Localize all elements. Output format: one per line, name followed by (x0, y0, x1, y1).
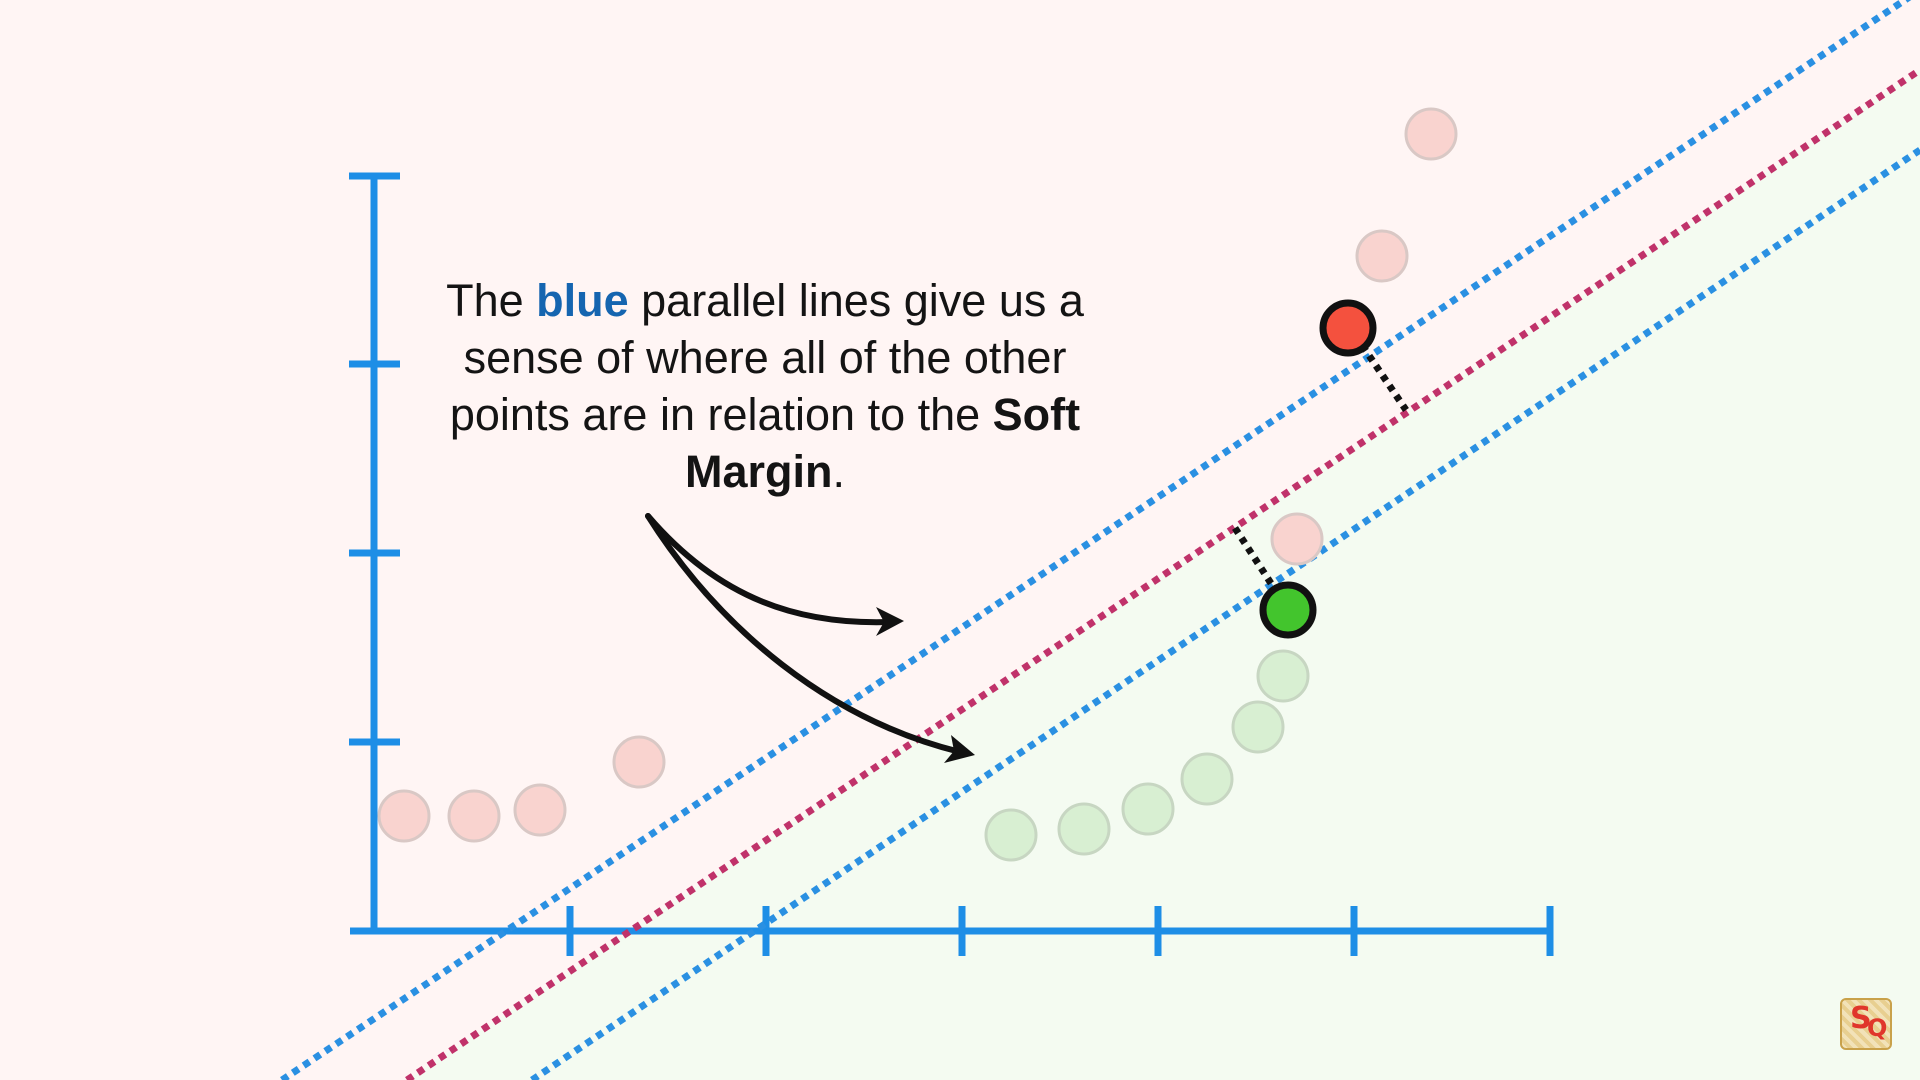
green-point (1258, 651, 1308, 701)
red-point (1357, 231, 1407, 281)
red-point (449, 791, 499, 841)
red-point (379, 791, 429, 841)
highlighted-green-point (1263, 585, 1313, 635)
green-point (986, 810, 1036, 860)
red-point (1406, 109, 1456, 159)
logo-q-glyph-icon: Q (1867, 1016, 1887, 1040)
red-point (515, 785, 565, 835)
green-point (1123, 784, 1173, 834)
caption-blue-word: blue (536, 275, 629, 326)
green-point (1233, 702, 1283, 752)
red-point (614, 737, 664, 787)
red-point (1272, 514, 1322, 564)
caption-text-3: . (833, 446, 846, 497)
highlighted-red-point (1323, 303, 1373, 353)
caption-text-1: The (446, 275, 536, 326)
green-point (1182, 754, 1232, 804)
green-point (1059, 804, 1109, 854)
statquest-logo-icon: S Q (1840, 998, 1892, 1050)
annotation-caption: The blue parallel lines give us a sense … (400, 272, 1130, 500)
